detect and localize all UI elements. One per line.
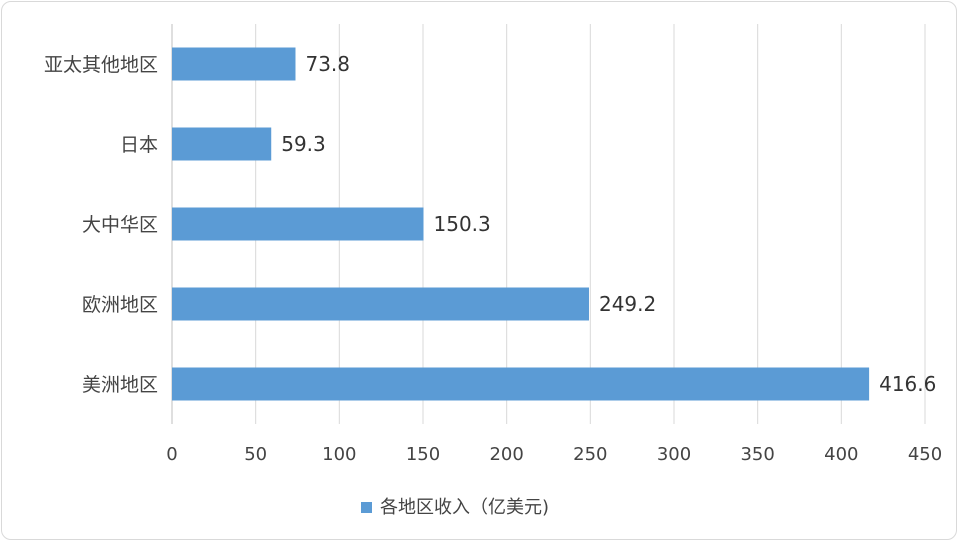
x-tick-label: 350 [740,444,774,465]
bar [172,287,589,321]
x-tick-label: 150 [406,444,440,465]
data-label: 416.6 [879,372,936,396]
bar [172,367,870,401]
category-label: 亚太其他地区 [44,54,158,76]
bar [172,127,272,161]
legend-swatch [361,502,372,513]
category-label: 美洲地区 [82,374,158,396]
x-tick-label: 450 [908,444,942,465]
bars [172,47,870,401]
bar [172,47,296,81]
x-tick-label: 0 [166,444,177,465]
x-tick-label: 300 [657,444,691,465]
legend-label: 各地区收入（亿美元) [380,497,549,518]
data-label: 73.8 [305,52,350,76]
data-labels: 416.6 249.2 150.3 59.3 73.8 [281,52,936,396]
x-tick-label: 50 [244,444,267,465]
category-label: 欧洲地区 [82,294,158,316]
legend: 各地区收入（亿美元) [361,497,549,518]
data-label: 59.3 [281,132,326,156]
gridlines [171,24,926,424]
x-tick-label: 400 [824,444,858,465]
data-label: 249.2 [599,292,656,316]
category-label: 大中华区 [82,214,158,236]
value-axis: 0 50 100 150 200 250 300 350 400 450 [166,444,942,465]
bar [172,207,424,241]
x-tick-label: 250 [573,444,607,465]
x-tick-label: 100 [322,444,356,465]
category-axis: 美洲地区 欧洲地区 大中华区 日本 亚太其他地区 [44,54,158,396]
category-label: 日本 [120,134,158,156]
data-label: 150.3 [434,212,491,236]
x-tick-label: 200 [489,444,523,465]
